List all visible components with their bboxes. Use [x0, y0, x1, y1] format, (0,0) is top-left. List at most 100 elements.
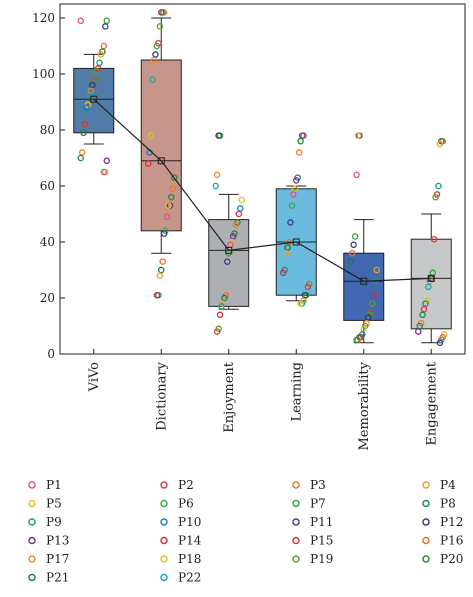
- data-point: [77, 17, 85, 25]
- data-point: [360, 325, 367, 333]
- data-point: [78, 149, 86, 156]
- x-tick-label-vivo: ViVo: [87, 362, 102, 393]
- data-point: [159, 258, 166, 265]
- legend-label: P10: [178, 515, 201, 529]
- data-point: [370, 291, 378, 299]
- data-point: [422, 300, 429, 307]
- legend-item-p15: P15: [292, 534, 333, 548]
- data-point: [232, 221, 240, 229]
- x-tick-label-dictionary: Dictionary: [154, 361, 169, 430]
- data-point: [100, 168, 108, 176]
- data-point: [353, 171, 360, 179]
- data-point: [216, 311, 224, 319]
- data-point: [369, 300, 376, 307]
- legend-item-p16: P16: [422, 534, 463, 548]
- legend-item-p14: P14: [160, 534, 202, 548]
- y-tick-label: 0: [47, 347, 55, 361]
- legend-item-p1: P1: [28, 478, 62, 492]
- data-point: [279, 269, 287, 277]
- points-layer: [77, 9, 448, 347]
- data-point: [301, 291, 309, 299]
- data-point: [364, 314, 372, 321]
- y-tick-label: 120: [32, 11, 55, 25]
- legend-item-p12: P12: [422, 515, 463, 529]
- data-point: [348, 249, 356, 257]
- data-point: [100, 42, 108, 50]
- legend-item-p9: P9: [28, 515, 62, 529]
- legend-marker: [292, 536, 300, 545]
- legend-item-p21: P21: [28, 571, 69, 585]
- legend-marker: [28, 536, 36, 545]
- data-point: [81, 121, 89, 128]
- mean-line-layer: [90, 95, 435, 285]
- legend-marker: [160, 499, 168, 508]
- data-point: [165, 202, 172, 209]
- data-point: [430, 235, 438, 243]
- plot-frame: [59, 3, 466, 355]
- mean-connector-line: [93, 98, 432, 282]
- data-point: [212, 182, 219, 190]
- legend-marker: [292, 518, 300, 526]
- legend-label: P20: [440, 552, 463, 566]
- legend-item-p2: P2: [160, 478, 194, 492]
- legend-marker: [292, 555, 300, 563]
- data-point: [156, 23, 164, 30]
- legend-item-p17: P17: [28, 552, 69, 566]
- legend-marker: [160, 573, 168, 582]
- data-point: [80, 129, 87, 137]
- x-axis: ViVo Dictionary Enjoyment Learning Memorabil…: [87, 349, 439, 451]
- boxes-layer: [73, 17, 452, 344]
- data-point: [218, 303, 225, 310]
- mean-marker: [360, 277, 368, 285]
- legend-label: P4: [440, 478, 456, 492]
- data-point: [103, 17, 111, 25]
- data-point: [373, 266, 380, 274]
- x-tick-label-engagement: Engagement: [424, 361, 439, 445]
- data-point: [284, 244, 291, 251]
- data-point: [153, 291, 161, 299]
- legend-item-p3: P3: [292, 478, 326, 492]
- legend-label: P14: [178, 534, 202, 548]
- data-point: [432, 193, 439, 201]
- data-point: [152, 51, 159, 58]
- box-iqr: [73, 67, 115, 134]
- mean-marker: [427, 274, 435, 282]
- data-point: [304, 283, 312, 291]
- y-axis: 0 20 40 60 80 100 120: [32, 11, 65, 361]
- legend-marker: [160, 536, 168, 545]
- y-tick-label: 40: [40, 235, 55, 249]
- legend-marker: [422, 518, 430, 526]
- data-point: [93, 67, 100, 75]
- data-point: [282, 249, 290, 257]
- data-point: [96, 59, 103, 67]
- data-point: [354, 132, 362, 139]
- y-tick-label: 100: [32, 67, 55, 81]
- data-point: [147, 132, 155, 139]
- y-tick-label: 20: [40, 291, 55, 305]
- legend-item-p22: P22: [160, 571, 201, 585]
- data-point: [89, 81, 96, 89]
- legend-marker: [292, 481, 300, 489]
- legend-label: P8: [440, 497, 456, 511]
- legend-marker: [422, 499, 430, 508]
- legend-label: P13: [46, 534, 69, 548]
- legend-label: P9: [46, 515, 62, 529]
- legend-item-p18: P18: [160, 552, 201, 566]
- data-point: [163, 213, 171, 221]
- data-point: [160, 230, 168, 237]
- legend-marker: [160, 518, 168, 526]
- legend-label: P3: [310, 478, 326, 492]
- legend-label: P2: [178, 478, 194, 492]
- data-point: [416, 322, 423, 330]
- legend-item-p10: P10: [160, 515, 201, 529]
- data-point: [97, 51, 105, 58]
- mean-marker: [157, 157, 165, 165]
- legend-marker: [422, 555, 430, 563]
- box-vivo: [73, 53, 115, 145]
- data-point: [144, 160, 152, 167]
- legend-label: P7: [310, 497, 326, 511]
- legend: P1 P2 P3 P4 P5 P6 P7 P8 P9 P10 P11 P12 P13 P14 P15 P16 P…: [28, 478, 463, 585]
- legend-label: P6: [178, 497, 194, 511]
- legend-marker: [292, 499, 300, 508]
- legend-item-p5: P5: [28, 497, 62, 511]
